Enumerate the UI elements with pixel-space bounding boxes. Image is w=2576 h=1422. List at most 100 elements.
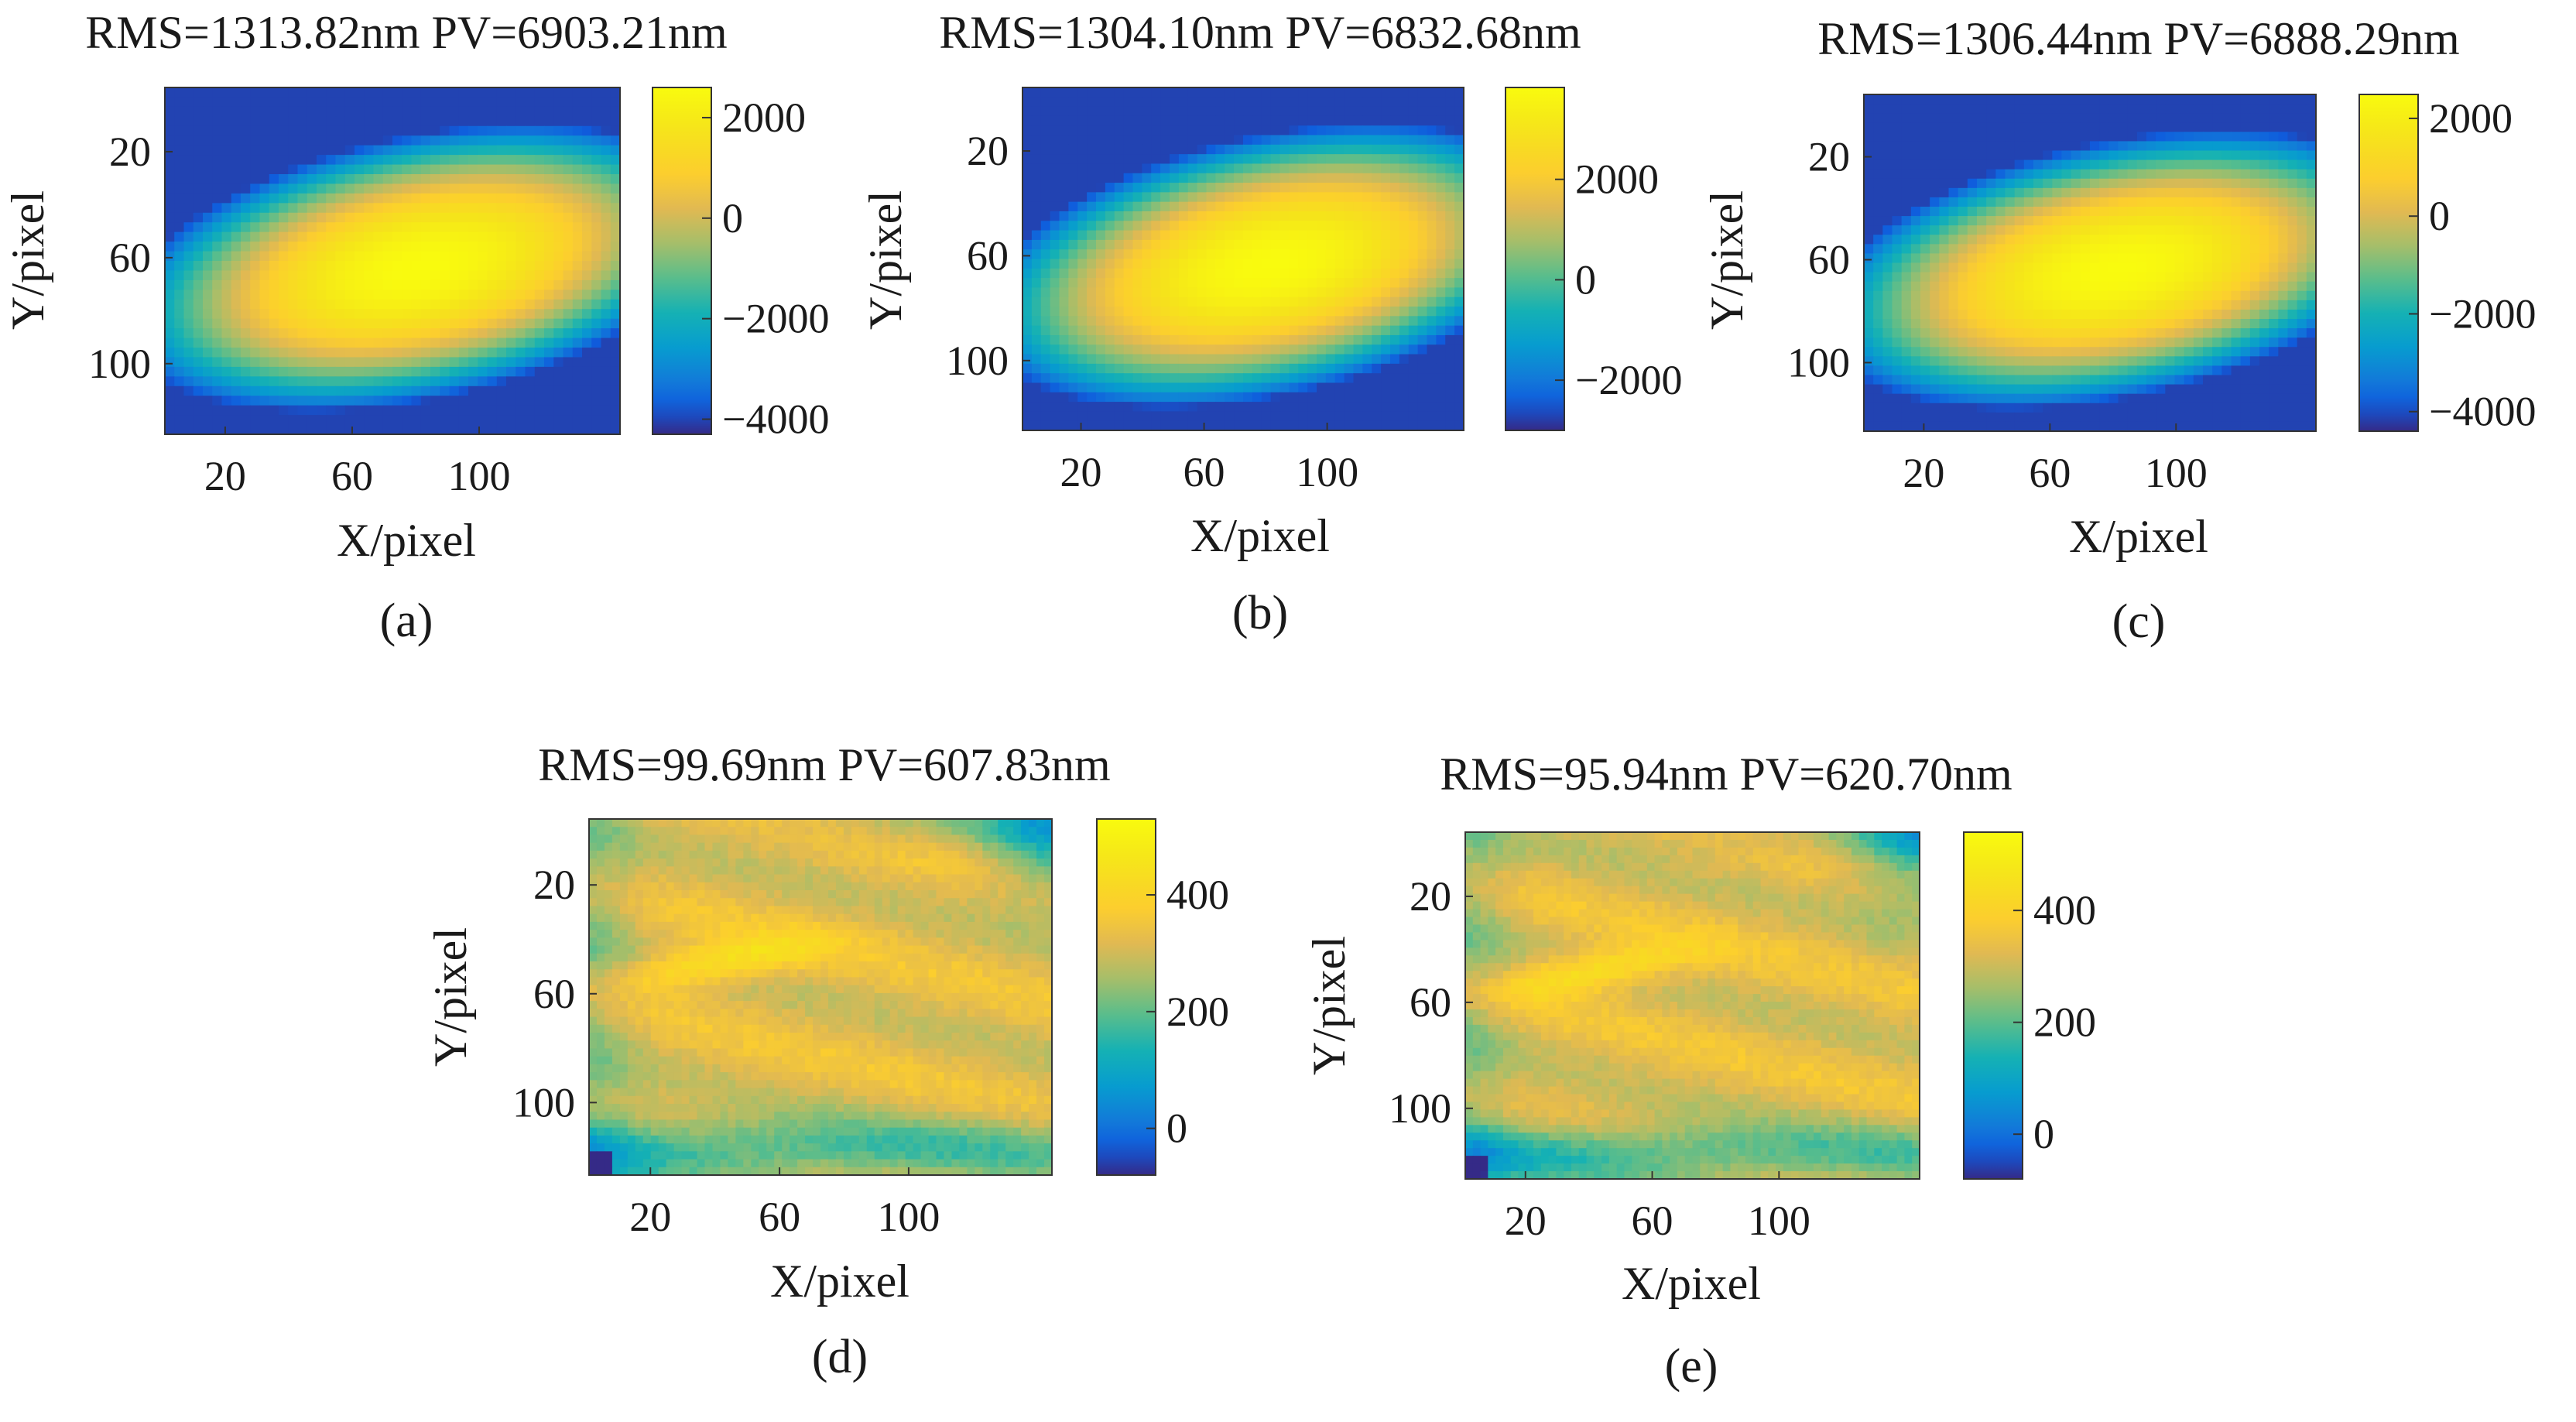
heatmap-cell — [1864, 197, 1874, 207]
heatmap-cell — [2099, 225, 2109, 235]
heatmap-cell — [2033, 113, 2043, 123]
heatmap-cell — [2014, 225, 2025, 235]
heatmap-cell — [373, 135, 384, 146]
heatmap-cell — [221, 135, 232, 146]
heatmap-cell — [2014, 244, 2025, 255]
heatmap-cell — [1234, 163, 1244, 174]
heatmap-cell — [496, 212, 507, 223]
heatmap-cell — [1317, 392, 1327, 403]
heatmap-cell — [2212, 375, 2222, 385]
heatmap-cell — [1436, 354, 1446, 365]
heatmap-cell — [2005, 253, 2016, 264]
heatmap-cell — [1289, 183, 1299, 193]
heatmap-cell — [2043, 300, 2053, 310]
heatmap-cell — [1948, 365, 1959, 376]
heatmap-cell — [392, 222, 402, 233]
heatmap-cell — [1225, 287, 1235, 298]
heatmap-cell — [2023, 178, 2034, 189]
heatmap-cell — [250, 125, 261, 136]
heatmap-cell — [591, 242, 602, 252]
heatmap-cell — [183, 251, 194, 262]
heatmap-cell — [478, 222, 488, 233]
heatmap-cell — [1948, 113, 1959, 123]
heatmap-cell — [582, 135, 592, 146]
heatmap-cell — [420, 116, 431, 127]
heatmap-cell — [1234, 192, 1244, 203]
heatmap-cell — [582, 87, 592, 98]
heatmap-cell — [373, 270, 384, 281]
heatmap-cell — [458, 405, 469, 416]
heatmap-cell — [279, 174, 289, 185]
heatmap-cell — [1234, 135, 1244, 146]
heatmap-cell — [1077, 382, 1088, 393]
heatmap-cell — [544, 97, 554, 108]
heatmap-cell — [1910, 272, 1921, 283]
heatmap-cell — [582, 251, 592, 262]
heatmap-cell — [2240, 375, 2251, 385]
heatmap-cell — [1977, 122, 1987, 132]
heatmap-cell — [2184, 338, 2194, 348]
heatmap-cell — [279, 415, 289, 426]
heatmap-cell — [1986, 159, 1996, 170]
heatmap-cell — [2269, 309, 2279, 320]
heatmap-cell — [1920, 375, 1930, 385]
heatmap-cell — [1958, 290, 1968, 301]
heatmap-cell — [1436, 334, 1446, 345]
heatmap-cell — [221, 318, 232, 329]
heatmap-cell — [1454, 163, 1464, 174]
heatmap-cell — [1930, 141, 1940, 152]
heatmap-cell — [203, 251, 213, 262]
heatmap-cell — [2297, 290, 2307, 301]
heatmap-cell — [1279, 97, 1290, 108]
heatmap-cell — [563, 366, 574, 377]
heatmap-cell — [2043, 187, 2053, 198]
heatmap-cell — [496, 145, 507, 156]
heatmap-cell — [2193, 122, 2204, 132]
heatmap-cell — [2249, 300, 2260, 310]
heatmap-cell — [1178, 278, 1189, 289]
heatmap-cell — [2174, 290, 2185, 301]
heatmap-cell — [1362, 87, 1372, 98]
heatmap-cell — [1105, 259, 1115, 269]
heatmap-cell — [449, 366, 460, 377]
heatmap-cell — [1142, 259, 1152, 269]
heatmap-cell — [2203, 113, 2213, 123]
heatmap-cell — [2146, 281, 2156, 292]
heatmap-cell — [478, 405, 488, 416]
heatmap-cell — [2023, 225, 2034, 235]
heatmap-cell — [1399, 411, 1410, 422]
heatmap-cell — [2090, 169, 2100, 180]
heatmap-cell — [2043, 104, 2053, 114]
heatmap-cell — [1417, 363, 1428, 374]
heatmap-cell — [2156, 244, 2166, 255]
heatmap-cell — [203, 193, 213, 204]
heatmap-cell — [1023, 201, 1033, 212]
heatmap-cell — [344, 97, 355, 108]
heatmap-cell — [1261, 230, 1272, 241]
heatmap-cell — [2080, 104, 2091, 114]
heatmap-cell — [221, 183, 232, 194]
heatmap-cell — [1105, 316, 1115, 327]
heatmap-cell — [1864, 244, 1874, 255]
heatmap-cell — [1995, 113, 2006, 123]
heatmap-cell — [2146, 375, 2156, 385]
heatmap-cell — [1270, 183, 1281, 193]
heatmap-cell — [2127, 281, 2138, 292]
heatmap-cell — [1040, 402, 1051, 412]
heatmap-cell — [487, 405, 498, 416]
heatmap-cell — [1454, 259, 1464, 269]
heatmap-cell — [506, 155, 516, 166]
heatmap-cell — [326, 385, 337, 396]
heatmap-cell — [2014, 178, 2025, 189]
heatmap-cell — [2061, 347, 2072, 357]
heatmap-cell — [402, 222, 413, 233]
heatmap-cell — [1325, 392, 1336, 403]
heatmap-cell — [1353, 411, 1363, 422]
heatmap-cell — [373, 290, 384, 300]
heatmap-cell — [449, 299, 460, 310]
heatmap-cell — [1077, 125, 1088, 136]
heatmap-cell — [1427, 354, 1437, 365]
heatmap-cell — [212, 116, 223, 127]
heatmap-cell — [1206, 420, 1216, 431]
